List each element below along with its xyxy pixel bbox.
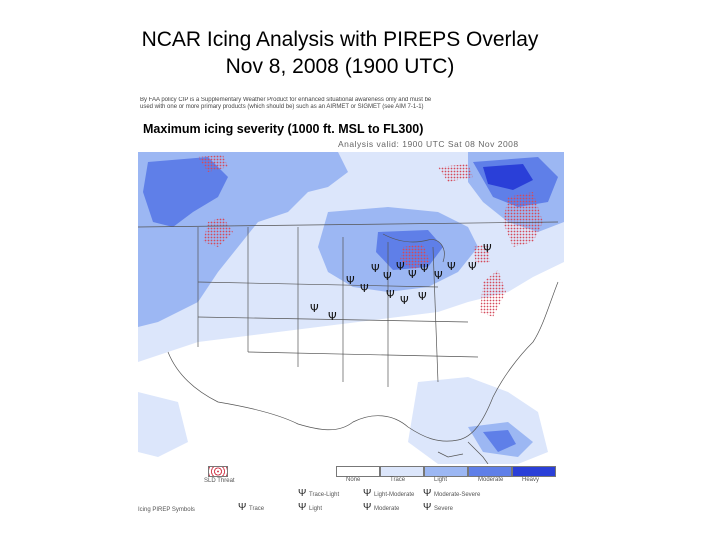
pirep-label: Trace-Light <box>309 492 340 498</box>
severity-swatch-trace <box>380 466 424 477</box>
pirep-markers: ΨΨΨ Ψ ΨΨ ΨΨ Ψ ΨΨΨ ΨΨΨ Ψ <box>310 242 492 323</box>
icing-analysis-panel: By FAA policy CIP is a Supplementary Wea… <box>138 96 564 522</box>
svg-text:Ψ: Ψ <box>386 288 395 301</box>
sld-threat-swatch <box>208 466 228 477</box>
severity-swatch-heavy <box>512 466 556 477</box>
pirep-label: Moderate <box>374 506 400 512</box>
pirep-label: Moderate-Severe <box>434 492 481 498</box>
disclaimer: By FAA policy CIP is a Supplementary Wea… <box>140 97 562 111</box>
sld-threat-label: SLD Threat <box>204 478 235 484</box>
icing-map: ΨΨΨ Ψ ΨΨ ΨΨ Ψ ΨΨΨ ΨΨΨ Ψ <box>138 152 564 464</box>
pirep-label: Light-Moderate <box>374 492 415 498</box>
severity-swatch-moderate <box>468 466 512 477</box>
severity-swatch-light <box>424 466 468 477</box>
svg-text:Ψ: Ψ <box>447 260 456 273</box>
svg-text:Ψ: Ψ <box>328 310 337 323</box>
pirep-label: Severe <box>434 506 454 512</box>
slide-title-line1: NCAR Icing Analysis with PIREPS Overlay <box>141 28 539 51</box>
severity-label-none: None <box>346 477 361 483</box>
severity-label-heavy: Heavy <box>522 477 540 483</box>
slide-title: NCAR Icing Analysis with PIREPS Overlay … <box>0 26 680 80</box>
svg-text:Ψ: Ψ <box>310 302 319 315</box>
svg-text:Ψ: Ψ <box>360 282 369 295</box>
pirep-symbols-title: Icing PIREP Symbols <box>138 507 195 513</box>
valid-time: Analysis valid: 1900 UTC Sat 08 Nov 2008 <box>338 139 519 149</box>
svg-text:Ψ: Ψ <box>400 294 409 307</box>
svg-text:Ψ: Ψ <box>371 262 380 275</box>
svg-text:Ψ: Ψ <box>418 290 427 303</box>
svg-text:Ψ: Ψ <box>483 242 492 255</box>
slide-title-line2: Nov 8, 2008 (1900 UTC) <box>225 55 455 78</box>
disclaimer-line2: used with one or more primary products (… <box>140 104 424 110</box>
geographic-outlines <box>138 221 559 464</box>
pirep-label: Trace <box>249 506 265 512</box>
heavy-icing-areas <box>483 164 533 190</box>
svg-text:Ψ: Ψ <box>420 262 429 275</box>
pirep-symbol-icon: Ψ <box>238 502 247 513</box>
legend: None Trace Light Moderate Heavy SLD Threat I… <box>138 466 564 522</box>
disclaimer-line1: By FAA policy CIP is a Supplementary Wea… <box>140 97 432 103</box>
pirep-label: Light <box>309 506 323 512</box>
severity-label-moderate: Moderate <box>478 477 504 483</box>
pirep-symbol-icon: Ψ <box>363 502 372 513</box>
pirep-symbol-icon: Ψ <box>363 488 372 499</box>
svg-text:Ψ: Ψ <box>396 260 405 273</box>
svg-text:Ψ: Ψ <box>468 260 477 273</box>
svg-text:Ψ: Ψ <box>434 269 443 282</box>
severity-label-trace: Trace <box>390 477 406 483</box>
svg-text:Ψ: Ψ <box>346 274 355 287</box>
svg-text:Ψ: Ψ <box>383 270 392 283</box>
svg-text:Ψ: Ψ <box>408 268 417 281</box>
pirep-symbol-icon: Ψ <box>298 502 307 513</box>
severity-swatch-none <box>336 466 380 477</box>
pirep-symbol-icon: Ψ <box>298 488 307 499</box>
pirep-symbol-icon: Ψ <box>423 502 432 513</box>
severity-label-light: Light <box>434 477 448 483</box>
pirep-symbol-icon: Ψ <box>423 488 432 499</box>
map-title: Maximum icing severity (1000 ft. MSL to … <box>143 122 424 136</box>
sld-threat-areas <box>198 155 543 317</box>
